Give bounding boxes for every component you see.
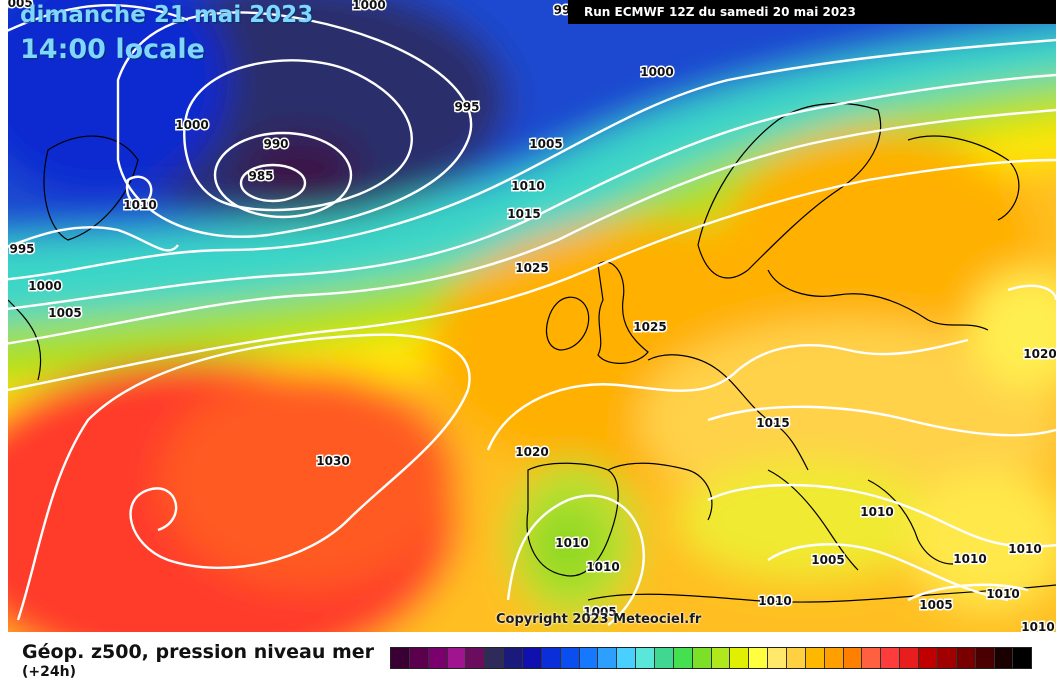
color-swatch xyxy=(862,648,882,668)
isobar-label: 1010 xyxy=(758,594,791,608)
color-swatch xyxy=(466,648,486,668)
isobar-label: 1010 xyxy=(1008,542,1041,556)
copyright-text: Copyright 2023 Meteociel.fr xyxy=(496,612,702,627)
isobar-label: 1000 xyxy=(175,118,208,132)
color-swatch xyxy=(673,648,693,668)
color-swatch xyxy=(692,648,712,668)
legend-title: Géop. z500, pression niveau mer xyxy=(22,641,375,663)
isobar-label: 995 xyxy=(9,242,34,256)
color-swatch xyxy=(523,648,542,668)
color-swatch xyxy=(787,648,806,668)
isobar-label: 1005 xyxy=(919,598,952,612)
isobar-label: 1010 xyxy=(511,179,544,193)
isobar-label: 1010 xyxy=(986,587,1019,601)
color-swatch xyxy=(881,648,901,668)
isobar-label: 1015 xyxy=(507,207,540,221)
color-swatch xyxy=(711,648,731,668)
isobar-label: 1020 xyxy=(515,445,548,459)
isobar-lines xyxy=(8,3,1056,626)
color-swatch xyxy=(636,648,656,668)
color-swatch xyxy=(504,648,524,668)
color-swatch xyxy=(617,648,637,668)
geopotential-field xyxy=(8,0,1056,632)
color-swatch xyxy=(956,648,976,668)
color-swatch xyxy=(768,648,788,668)
color-swatch xyxy=(447,648,467,668)
isobar-label: 1025 xyxy=(515,261,548,275)
isobar-label: 1005 xyxy=(48,306,81,320)
color-swatch xyxy=(975,648,995,668)
isobar-label: 1030 xyxy=(316,454,349,468)
isobar-label: 995 xyxy=(454,100,479,114)
isobar-label: 1010 xyxy=(555,536,588,550)
color-swatch xyxy=(391,648,410,668)
color-swatch xyxy=(541,648,561,668)
isobar-label: 1010 xyxy=(123,198,156,212)
color-swatch xyxy=(824,648,844,668)
isobar-label: 99 xyxy=(554,3,571,17)
color-swatch xyxy=(579,648,599,668)
color-swatch xyxy=(937,648,957,668)
isobar-label: 1005 xyxy=(811,553,844,567)
isobar-label: 1005 xyxy=(8,0,33,10)
map-canvas: 1000 99 1005 1000 995 1000 990 985 1005 1010 1010 1… xyxy=(8,0,1056,632)
color-swatch xyxy=(900,648,920,668)
isobar-label: 1000 xyxy=(640,65,673,79)
isobar-label: 1010 xyxy=(860,505,893,519)
isobar-label: 1010 xyxy=(586,560,619,574)
color-swatch xyxy=(1013,648,1032,668)
forecast-date: dimanche 21 mai 2023 xyxy=(20,2,314,28)
weather-map: 1000 99 1005 1000 995 1000 990 985 1005 1010 1010 1… xyxy=(8,0,1056,632)
color-swatch xyxy=(409,648,429,668)
isobar-label: 985 xyxy=(248,169,273,183)
legend-subtitle: (+24h) xyxy=(22,664,76,680)
isobar-label: 1020 xyxy=(1023,347,1056,361)
color-swatch xyxy=(730,648,750,668)
isobar-label: 1005 xyxy=(583,605,616,619)
isobar-label: 1025 xyxy=(633,320,666,334)
isobar-label: 1010 xyxy=(1021,620,1054,632)
color-swatch xyxy=(485,648,505,668)
color-scale-bar xyxy=(390,647,1032,669)
color-swatch xyxy=(994,648,1014,668)
color-swatch xyxy=(598,648,618,668)
isobar-label: 1000 xyxy=(352,0,385,12)
color-swatch xyxy=(805,648,825,668)
model-run-banner: Run ECMWF 12Z du samedi 20 mai 2023 xyxy=(568,0,1056,24)
isobar-labels: 1000 99 1005 1000 995 1000 990 985 1005 1010 1010 1… xyxy=(8,0,1056,632)
color-swatch xyxy=(655,648,674,668)
color-swatch xyxy=(843,648,863,668)
color-swatch xyxy=(428,648,448,668)
forecast-hour: 14:00 locale xyxy=(20,34,205,65)
isobar-label: 1005 xyxy=(529,137,562,151)
isobar-label: 1010 xyxy=(953,552,986,566)
isobar-label: 1015 xyxy=(756,416,789,430)
color-swatch xyxy=(560,648,580,668)
isobar-label: 1000 xyxy=(28,279,61,293)
color-swatch xyxy=(919,648,938,668)
coastlines xyxy=(8,102,1056,603)
color-swatch xyxy=(749,648,769,668)
isobar-label: 990 xyxy=(263,137,288,151)
